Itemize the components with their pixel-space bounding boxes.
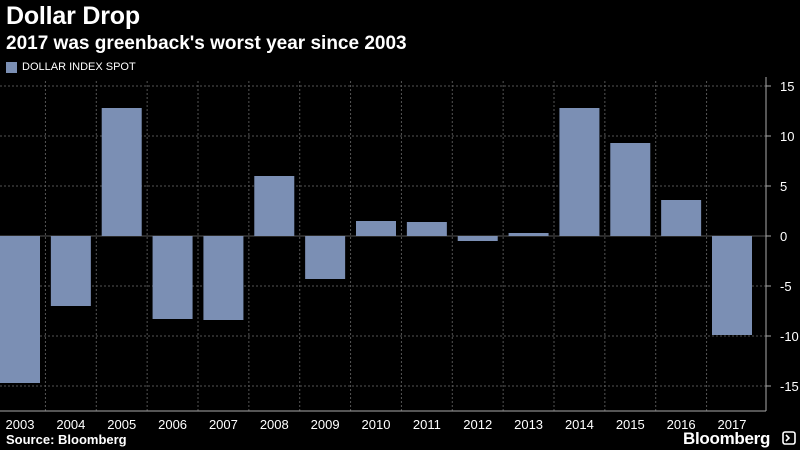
bar-2003 <box>0 236 40 383</box>
x-tick-label: 2011 <box>413 417 441 432</box>
x-tick-label: 2004 <box>56 417 85 432</box>
bar-2012 <box>457 236 498 241</box>
bloomberg-terminal-icon <box>782 431 796 445</box>
legend-label: DOLLAR INDEX SPOT <box>22 61 136 73</box>
chart-title: Dollar Drop <box>6 2 140 30</box>
x-tick-label: 2015 <box>616 417 645 432</box>
x-tick-label: 2012 <box>463 417 492 432</box>
x-tick-label: 2009 <box>311 417 340 432</box>
bar-2010 <box>356 221 396 236</box>
y-tick-label: -10 <box>780 329 799 344</box>
x-tick-label: 2017 <box>718 417 747 432</box>
legend-swatch <box>6 61 17 73</box>
bar-2013 <box>508 233 549 236</box>
source-note: Source: Bloomberg <box>6 432 127 447</box>
y-tick-label: 15 <box>780 79 794 94</box>
x-tick-label: 2005 <box>107 417 136 432</box>
x-tick-label: 2008 <box>260 417 289 432</box>
x-tick-label: 2014 <box>565 417 594 432</box>
brand-logo: Bloomberg <box>683 429 771 448</box>
bar-2008 <box>254 176 295 236</box>
x-tick-label: 2006 <box>158 417 187 432</box>
bar-2011 <box>406 222 447 236</box>
y-tick-label: 5 <box>780 179 787 194</box>
x-tick-label: 2016 <box>667 417 696 432</box>
bar-2009 <box>305 236 346 279</box>
y-tick-label: -5 <box>780 279 792 294</box>
bar-2015 <box>610 143 651 236</box>
chart-subtitle: 2017 was greenback's worst year since 20… <box>6 33 407 54</box>
bar-2005 <box>101 108 142 236</box>
bar-2014 <box>559 108 600 236</box>
bar-2007 <box>203 236 244 320</box>
x-tick-label: 2013 <box>514 417 543 432</box>
bar-2006 <box>152 236 193 319</box>
y-tick-label: 0 <box>780 229 787 244</box>
bar-2004 <box>50 236 91 306</box>
axis-layer: 15 10 5 0 -5 -10 -15 2003 2004 2005 2006 2007 2008 20… <box>0 77 799 432</box>
x-tick-label: 2007 <box>209 417 238 432</box>
bar-2016 <box>661 200 702 236</box>
bar-layer <box>0 108 752 383</box>
x-tick-label: 2010 <box>362 417 391 432</box>
legend: DOLLAR INDEX SPOT <box>6 61 136 73</box>
x-tick-label: 2003 <box>6 417 35 432</box>
bar-2017 <box>712 236 752 335</box>
y-tick-label: -15 <box>780 379 799 394</box>
y-tick-label: 10 <box>780 129 794 144</box>
